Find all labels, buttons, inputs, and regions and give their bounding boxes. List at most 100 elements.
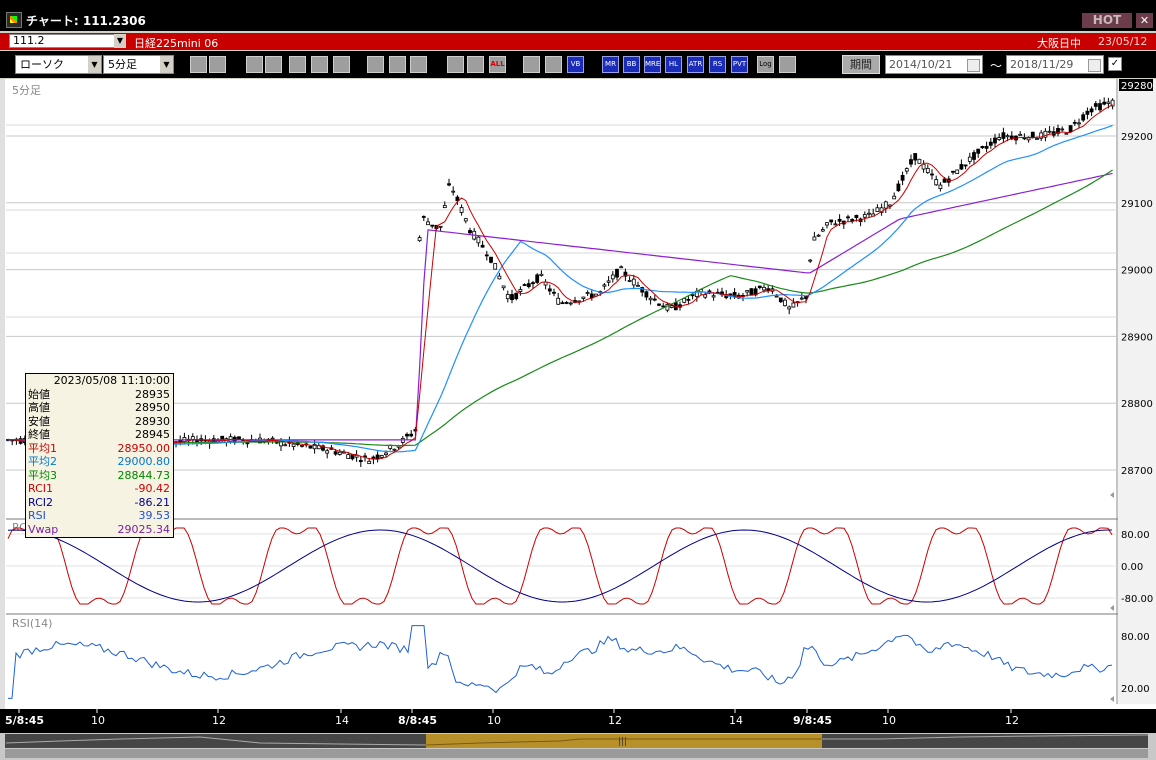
tool-button[interactable]	[523, 56, 540, 73]
candle-body	[321, 445, 325, 451]
pvt-button[interactable]: PVT	[731, 56, 748, 73]
pane-label-rsi: RSI(14)	[12, 617, 52, 630]
candle-body	[606, 280, 611, 283]
candle-body	[531, 282, 535, 285]
scroll-arrow-icon[interactable]	[1110, 605, 1114, 611]
mre-button[interactable]: MRE	[644, 56, 661, 73]
candle-body	[1102, 101, 1107, 105]
icon-button[interactable]	[779, 56, 796, 73]
multi-button[interactable]	[289, 56, 306, 73]
candle-body	[476, 236, 481, 244]
symbol-code-input[interactable]: 111.2	[9, 34, 126, 48]
scroll-arrow-icon[interactable]	[1110, 696, 1114, 702]
bars-button[interactable]	[209, 56, 226, 73]
data-window-label: 平均3	[28, 468, 57, 482]
date-to-field[interactable]: 2018/11/29	[1006, 55, 1104, 74]
candle-body	[825, 222, 829, 226]
candle-body	[749, 288, 754, 296]
apply-checkbox[interactable]: ✓	[1108, 57, 1122, 71]
candle-body	[426, 221, 430, 226]
data-window-label: 終値	[28, 428, 50, 441]
scroll-arrow-icon[interactable]	[1110, 492, 1114, 498]
data-window-label: RSI	[28, 509, 46, 522]
candle-body	[745, 290, 750, 293]
candle-body	[846, 216, 850, 219]
data-window-value: 28930	[135, 414, 170, 428]
candle-body	[1039, 132, 1044, 139]
candle-body	[564, 302, 569, 304]
candle-body	[442, 205, 447, 209]
data-window-row: 始値 28935	[26, 388, 173, 402]
navigator-thumb[interactable]	[426, 734, 822, 748]
candle-body	[762, 286, 766, 291]
bull-bear-button[interactable]	[311, 56, 328, 73]
candle-body	[820, 229, 825, 232]
candle-body	[636, 284, 640, 287]
price-tick-label: 28700	[1121, 466, 1153, 477]
data-window-value: 39.53	[138, 509, 171, 522]
blocks-button[interactable]	[467, 56, 484, 73]
time-tick-label: 8/8:45	[398, 714, 437, 727]
candle-body	[690, 294, 695, 297]
date-range-separator: 〜	[990, 59, 1003, 73]
palette-button[interactable]	[545, 56, 562, 73]
hl-button[interactable]: HL	[665, 56, 682, 73]
timeframe-select[interactable]: 5分足 ▼	[103, 55, 174, 74]
bb-button[interactable]: BB	[623, 56, 640, 73]
symbol-dropdown-arrow[interactable]: ▼	[114, 34, 126, 48]
vb-button[interactable]: VB	[567, 56, 584, 73]
candle-body	[346, 454, 351, 459]
data-window-row: Vwap 29025.34	[26, 523, 173, 537]
chart-type-select[interactable]: ローソク ▼	[15, 55, 102, 74]
search-button[interactable]	[190, 56, 207, 73]
candle-body	[644, 291, 649, 298]
chart-area[interactable]: 5分足 29200 29100 29000 28900 28800 28700 29280…	[0, 79, 1156, 760]
candle-body	[640, 287, 645, 293]
candle-body	[631, 278, 636, 286]
hot-button[interactable]: HOT	[1082, 13, 1132, 28]
rs-button[interactable]: RS	[709, 56, 726, 73]
zoom-button[interactable]	[265, 56, 282, 73]
candle-body	[220, 435, 225, 441]
data-window-value: 29000.80	[117, 455, 171, 468]
price-tick-label: 29000	[1121, 266, 1153, 277]
mr-button[interactable]: MR	[602, 56, 619, 73]
candle-body	[514, 292, 519, 300]
candle-body	[405, 433, 409, 437]
all-button[interactable]: ALL	[489, 56, 506, 73]
info-button[interactable]	[333, 56, 350, 73]
period-button[interactable]: 期間	[842, 55, 880, 74]
atr-button[interactable]: ATR	[687, 56, 704, 73]
time-tick-label: 5/8:45	[5, 714, 44, 727]
candle-body	[568, 302, 573, 305]
candle-body	[909, 159, 913, 165]
data-window-label: RCI1	[28, 482, 54, 495]
calendar-icon[interactable]	[1088, 59, 1101, 72]
data-window-label: RCI2	[28, 495, 54, 509]
grip-icon[interactable]: |||	[618, 737, 627, 747]
log-button[interactable]: Log	[757, 56, 774, 73]
ma1-line	[7, 104, 1113, 461]
candle-body	[993, 137, 997, 144]
drawing-button[interactable]	[246, 56, 263, 73]
cursor-button[interactable]	[389, 56, 406, 73]
candle-body	[501, 285, 506, 289]
horizontal-scrollbar[interactable]	[5, 749, 1148, 758]
candle-body	[652, 298, 657, 301]
pen-button[interactable]	[367, 56, 384, 73]
close-button[interactable]: ✕	[1136, 13, 1153, 28]
time-tick-label: 10	[487, 714, 501, 727]
candle-body	[451, 190, 456, 193]
cross-button[interactable]	[447, 56, 464, 73]
left-gutter	[0, 79, 5, 760]
arrow-button[interactable]	[410, 56, 427, 73]
data-window-label: Vwap	[28, 522, 59, 536]
candle-body	[325, 450, 330, 454]
date-from-field[interactable]: 2014/10/21	[885, 55, 983, 74]
data-window-value: -90.42	[134, 482, 170, 495]
calendar-icon[interactable]	[967, 59, 980, 72]
candle-body	[1077, 122, 1081, 125]
candle-body	[409, 433, 414, 437]
rci1-line	[7, 527, 1113, 605]
candle-body	[367, 460, 372, 465]
